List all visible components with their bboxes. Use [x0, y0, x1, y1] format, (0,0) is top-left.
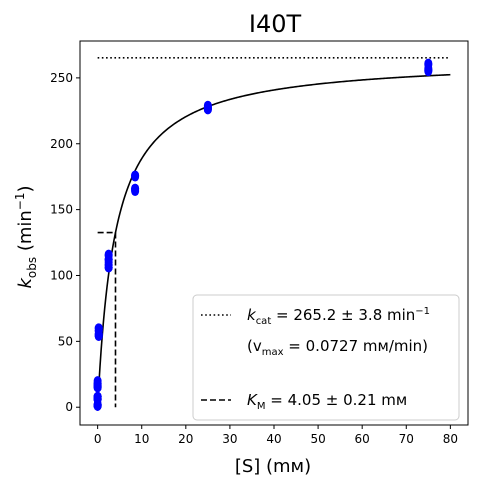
chart-title: I40T — [249, 10, 302, 38]
y-tick-label: 200 — [50, 137, 73, 151]
x-tick-label: 30 — [222, 432, 237, 446]
x-tick-label: 40 — [266, 432, 281, 446]
y-label-unit-pre: (min — [15, 210, 36, 257]
legend-box — [192, 294, 460, 421]
y-tick-label: 250 — [50, 71, 73, 85]
x-tick-label: 80 — [443, 432, 458, 446]
legend-kcat-value: = 265.2 ± 3.8 min — [271, 306, 415, 324]
legend-kcat-symbol: k — [247, 306, 257, 324]
y-axis-ticks: 0 50 100 150 200 250 — [50, 71, 80, 414]
x-axis-ticks: 0 10 20 30 40 50 60 70 80 — [94, 425, 458, 446]
data-point — [93, 391, 102, 402]
michaelis-menten-fit-curve — [96, 73, 451, 408]
legend-vmax-value: = 0.0727 mм/min) — [284, 337, 428, 355]
x-tick-label: 60 — [355, 432, 370, 446]
legend-vmax-pre: (v — [247, 337, 262, 355]
x-tick-label: 0 — [94, 432, 102, 446]
x-tick-label: 10 — [134, 432, 149, 446]
x-axis-label: [S] (mм) — [235, 456, 311, 477]
y-tick-label: 0 — [65, 400, 73, 414]
data-point — [104, 249, 113, 260]
plot-area — [93, 57, 451, 411]
data-point — [131, 170, 140, 181]
legend-km-value: = 4.05 ± 0.21 mм — [265, 391, 407, 409]
x-tick-label: 70 — [399, 432, 414, 446]
y-label-unit-superscript: −1 — [13, 192, 27, 210]
x-tick-label: 50 — [310, 432, 325, 446]
data-point — [203, 100, 212, 111]
y-label-subscript: obs — [25, 257, 39, 278]
legend-kcat-label: kcat = 265.2 ± 3.8 min−1 — [247, 306, 430, 327]
data-point — [93, 376, 102, 386]
y-tick-label: 150 — [50, 203, 73, 217]
y-tick-label: 50 — [58, 334, 73, 348]
y-label-main: k — [15, 277, 36, 289]
legend-vmax-label: (vmax = 0.0727 mм/min) — [247, 337, 428, 358]
y-tick-label: 100 — [50, 268, 73, 282]
legend-kcat-subscript: cat — [256, 316, 272, 327]
legend-km-subscript: M — [257, 401, 266, 412]
legend-km-label: KM = 4.05 ± 0.21 mм — [247, 391, 407, 412]
x-tick-label: 20 — [178, 432, 193, 446]
legend-kcat-superscript: −1 — [415, 306, 430, 317]
y-axis-label: kobs (min−1) — [13, 185, 39, 288]
data-point — [131, 183, 140, 194]
legend-km-symbol: K — [247, 391, 258, 409]
legend-vmax-subscript: max — [262, 347, 284, 358]
legend: kcat = 265.2 ± 3.8 min−1 (vmax = 0.0727 … — [192, 294, 460, 421]
data-point — [424, 58, 433, 69]
y-label-unit-post: ) — [15, 185, 36, 192]
data-point — [94, 323, 103, 333]
plot-frame — [79, 40, 469, 426]
